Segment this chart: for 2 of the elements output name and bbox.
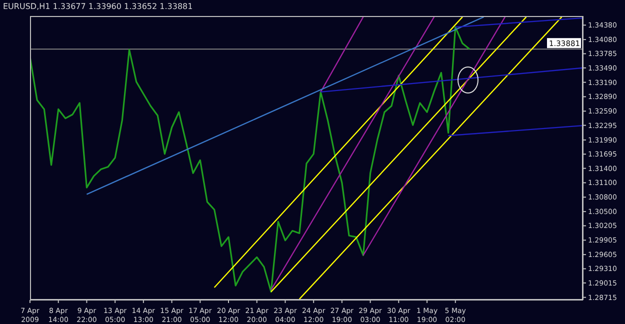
- chart-title: EURUSD,H1 1.33677 1.33960 1.33652 1.33881: [3, 2, 193, 11]
- line-series: [30, 26, 470, 293]
